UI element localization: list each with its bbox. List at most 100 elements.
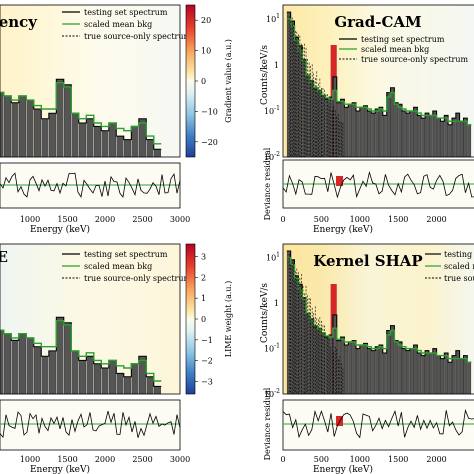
colorbar-tick-label: 1 <box>201 294 206 303</box>
residual-line <box>0 410 181 439</box>
residual-area <box>282 399 474 451</box>
spectrum-bar <box>448 124 452 158</box>
spectrum-bar <box>86 118 94 158</box>
spectrum-bar <box>440 358 445 395</box>
plot-frame <box>0 243 181 395</box>
x-tick-label: 1000 <box>20 455 40 464</box>
y-tick-exponent: 1 <box>276 13 280 20</box>
y-axis-label: Counts/keV/s <box>260 45 270 105</box>
spectrum-bar <box>146 376 154 395</box>
spectrum-bar <box>417 352 422 395</box>
spectrum-bar <box>0 92 4 158</box>
residual-line <box>0 172 181 198</box>
spectrum-bars <box>286 11 472 158</box>
spectrum-bar <box>294 36 299 158</box>
x-tick-label: 2000 <box>426 455 446 464</box>
spectrum-bar <box>455 350 460 395</box>
spectrum-bars <box>0 79 161 158</box>
spectrum-bar <box>26 337 34 395</box>
spectrum-bar <box>359 107 364 158</box>
legend: testing set spectrum scaled mean bkg tru… <box>62 8 192 41</box>
spectrum-bar <box>321 332 326 395</box>
residual-line <box>282 170 474 199</box>
spectrum-bar <box>452 355 456 395</box>
spectrum-bar <box>49 113 56 158</box>
spectrum-bar <box>371 112 376 158</box>
spectrum-bar <box>306 313 310 395</box>
x-tick-label: 1000 <box>20 215 40 224</box>
colorbar-tick-label: −2 <box>201 357 213 366</box>
x-tick-label: 500 <box>314 215 329 224</box>
spectrum-bar <box>19 95 26 158</box>
spectrum-bar <box>109 360 116 395</box>
residual-highlight <box>336 416 343 426</box>
spectrum-bar <box>333 76 337 158</box>
y-tick-exponent: 1 <box>276 252 280 259</box>
spectrum-bar <box>64 322 71 395</box>
spectrum-bar <box>116 135 124 158</box>
spectrum-bar <box>356 348 360 395</box>
spectrum-bar <box>352 102 356 158</box>
spectrum-bar <box>359 344 364 395</box>
spectrum-bar <box>124 139 131 158</box>
spectrum-bar <box>71 350 79 395</box>
spectrum-bar <box>390 87 395 158</box>
x-tick-label: 3000 <box>170 215 190 224</box>
spectrum-bar <box>452 117 456 158</box>
spectrum-bar <box>448 362 452 395</box>
colorbar-tick-label: −20 <box>201 138 218 147</box>
spectrum-bar <box>139 356 146 395</box>
spectrum-bar <box>139 118 146 158</box>
spectrum-bar <box>467 362 472 395</box>
y-tick-label: 10-2 <box>264 388 280 399</box>
x-tick-label: 1500 <box>388 215 408 224</box>
spectrum-bar <box>344 344 349 395</box>
spectrum-bar <box>425 350 429 395</box>
spectrum-bar <box>405 112 410 158</box>
spectrum-bar <box>49 350 56 395</box>
spectrum-bar <box>398 104 402 158</box>
y-tick-label: 101 <box>266 13 280 24</box>
legend-label-spectrum: testing set spectrum <box>361 35 445 44</box>
spectrum-bar <box>41 118 49 158</box>
residual-label: Deviance residual <box>263 387 272 460</box>
bkg-line <box>0 320 162 382</box>
spectrum-bar <box>429 115 433 158</box>
colorbar-ticks: 3 2 1 0 −1 −2 −3 <box>195 253 213 387</box>
spectrum-bar <box>402 348 406 395</box>
spectrum-bar <box>394 340 399 395</box>
legend: testing set spectrum scaled mean bkg tru… <box>62 250 192 283</box>
residual-highlight <box>336 176 343 186</box>
x-tick-label: 3000 <box>170 455 190 464</box>
spectrum-bar <box>348 341 353 395</box>
spectrum-bar <box>409 110 414 158</box>
panel-title: LIME <box>0 248 8 266</box>
panel-saliency: Saliency testing set spectrum scaled mea… <box>0 4 192 235</box>
legend-label-spectrum: testing set spectrum <box>84 8 168 17</box>
legend-label-source: true source-only spectrum <box>84 32 192 41</box>
colorbar-lime: 3 2 1 0 −1 −2 −3 LIME weight (a.u.) <box>185 243 233 395</box>
spectrum-bar <box>344 107 349 158</box>
y-tick-label: 10-1 <box>264 343 280 354</box>
spectrum-bar <box>154 149 161 158</box>
spectrum-bar <box>363 343 368 395</box>
spectrum-bar <box>382 115 387 158</box>
spectrum-bar <box>379 344 383 395</box>
x-tick-label: 0 <box>280 455 285 464</box>
colorbar-tick-label: −1 <box>201 336 213 345</box>
spectrum-bar <box>79 360 86 395</box>
spectrum-bar <box>390 325 395 395</box>
spectrum-bar <box>131 126 139 158</box>
x-tick-labels: 1000 1500 2000 2500 3000 <box>20 455 190 464</box>
spectrum-bar <box>286 250 291 395</box>
colorbar-tick-label: −3 <box>201 378 213 387</box>
spectrum-bar <box>371 350 376 395</box>
spectrum-bar <box>367 110 372 158</box>
x-axis-label: Energy (keV) <box>30 464 90 474</box>
x-axis-label: Energy (keV) <box>313 224 373 235</box>
x-tick-label: 2500 <box>132 215 152 224</box>
residual-area <box>0 399 181 451</box>
legend-label-bkg: scaled m <box>444 262 474 271</box>
